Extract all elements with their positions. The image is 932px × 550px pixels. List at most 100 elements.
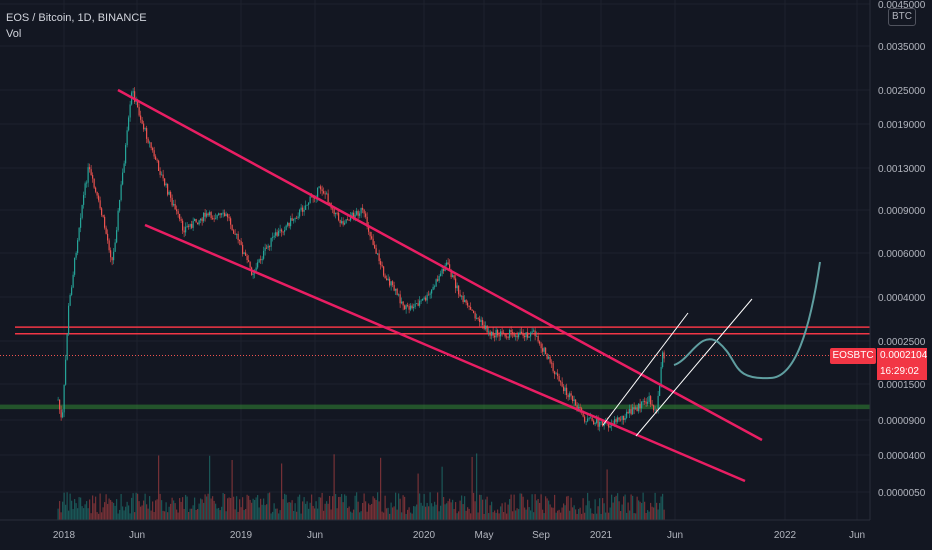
volume-bar xyxy=(327,503,329,520)
volume-bar xyxy=(615,495,617,520)
candle-body xyxy=(62,412,64,418)
candle-body xyxy=(456,285,458,289)
volume-bar xyxy=(491,501,493,520)
candle-body xyxy=(633,407,635,410)
volume-bar xyxy=(90,513,92,520)
candle-body xyxy=(128,117,130,131)
candle-body xyxy=(231,224,233,231)
volume-bar xyxy=(606,469,608,520)
volume-bar xyxy=(273,503,275,520)
symbol-title[interactable]: EOS / Bitcoin, 1D, BINANCE xyxy=(6,12,147,24)
volume-bar xyxy=(524,507,526,520)
candle-body xyxy=(102,215,104,217)
volume-bar xyxy=(174,503,176,520)
volume-bar xyxy=(383,512,385,520)
price-candles xyxy=(57,87,665,432)
candle-body xyxy=(318,186,320,188)
volume-bar xyxy=(234,509,236,520)
volume-bar xyxy=(359,512,361,520)
candle-body xyxy=(537,336,539,342)
volume-bar xyxy=(506,513,508,520)
volume-bar xyxy=(80,497,82,520)
candle-body xyxy=(171,197,173,206)
candle-body xyxy=(531,331,533,333)
candle-body xyxy=(650,396,652,405)
currency-unit-badge[interactable]: BTC xyxy=(888,8,916,26)
volume-label[interactable]: Vol xyxy=(6,28,22,40)
volume-bar xyxy=(117,513,119,520)
volume-bar xyxy=(422,505,424,520)
volume-bar xyxy=(93,503,95,520)
candle-body xyxy=(437,279,439,281)
candle-body xyxy=(333,209,335,215)
volume-bar xyxy=(303,497,305,520)
volume-bar xyxy=(245,508,247,520)
volume-bar xyxy=(569,510,571,520)
candle-body xyxy=(215,218,217,220)
volume-bar xyxy=(191,508,193,520)
volume-bar xyxy=(341,494,343,520)
x-tick-label: May xyxy=(475,530,494,541)
candle-body xyxy=(86,182,88,184)
volume-bar xyxy=(470,513,472,520)
candle-body xyxy=(428,294,430,296)
volume-bar xyxy=(389,513,391,520)
candle-body xyxy=(96,191,98,196)
volume-bar xyxy=(146,504,148,520)
candle-body xyxy=(120,184,122,200)
volume-bar xyxy=(236,496,238,520)
volume-bar xyxy=(426,502,428,520)
volume-bar xyxy=(581,513,583,520)
volume-bar xyxy=(60,512,62,520)
candle-body xyxy=(65,359,67,385)
candle-body xyxy=(653,405,655,411)
volume-bar xyxy=(267,493,269,520)
candle-body xyxy=(278,230,280,236)
volume-bar xyxy=(591,513,593,520)
candle-body xyxy=(299,209,301,217)
candle-body xyxy=(284,229,286,232)
horizontal-zones xyxy=(0,326,870,410)
candle-body xyxy=(279,229,281,231)
volume-bar xyxy=(461,495,463,520)
candle-body xyxy=(479,318,481,322)
volume-bar xyxy=(497,509,499,520)
volume-bar xyxy=(618,501,620,520)
volume-bar xyxy=(377,492,379,520)
candle-body xyxy=(353,212,355,218)
candle-body xyxy=(179,213,181,220)
candle-body xyxy=(582,412,584,417)
candle-body xyxy=(288,222,290,227)
candle-body xyxy=(513,333,515,337)
candle-body xyxy=(362,207,364,210)
volume-bar xyxy=(365,501,367,520)
volume-bar xyxy=(659,503,661,520)
candle-body xyxy=(335,212,337,215)
volume-bar xyxy=(530,510,532,520)
volume-bar xyxy=(621,504,623,520)
candle-body xyxy=(378,253,380,262)
y-tick-label: 0.0001500 xyxy=(878,380,926,391)
candle-body xyxy=(471,309,473,311)
volume-bar xyxy=(570,497,572,520)
volume-bar xyxy=(221,506,223,520)
volume-bar xyxy=(296,511,298,520)
candle-body xyxy=(458,285,460,295)
volume-bar xyxy=(210,498,212,520)
volume-bar xyxy=(485,499,487,520)
volume-bar xyxy=(339,496,341,520)
candle-body xyxy=(503,332,505,334)
volume-bar xyxy=(114,505,116,520)
volume-bar xyxy=(104,502,106,520)
candle-body xyxy=(413,306,415,309)
volume-bar xyxy=(578,509,580,520)
volume-bar xyxy=(360,511,362,520)
volume-bar xyxy=(179,498,181,520)
candle-body xyxy=(417,303,419,306)
candle-body xyxy=(147,138,149,143)
volume-bar xyxy=(66,492,68,520)
volume-bar xyxy=(642,492,644,520)
candle-body xyxy=(636,407,638,412)
volume-bar xyxy=(593,513,595,520)
